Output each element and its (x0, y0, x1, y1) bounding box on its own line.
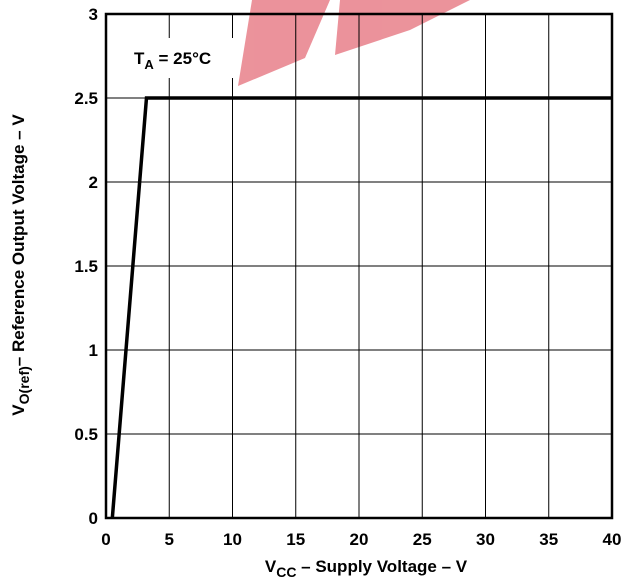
y-tick-label: 2 (89, 173, 98, 192)
plot-frame (104, 12, 614, 520)
series-group (110, 96, 612, 519)
y-tick-label: 0.5 (74, 425, 98, 444)
series-line (110, 96, 612, 519)
y-tick-labels: 0 0.5 1 1.5 2 2.5 3 (74, 5, 98, 528)
y-tick-label: 1.5 (74, 257, 98, 276)
x-tick-labels: 0 5 10 15 20 25 30 35 40 (101, 530, 621, 549)
x-tick-label: 5 (165, 530, 174, 549)
y-tick-label: 3 (89, 5, 98, 24)
y-axis-label: VO(ref)– Reference Output Voltage – V (9, 114, 32, 416)
y-tick-label: 2.5 (74, 89, 98, 108)
watermark-shape-left (238, 0, 330, 86)
y-tick-label: 0 (89, 509, 98, 528)
x-tick-label: 20 (350, 530, 369, 549)
annotation-background (124, 38, 238, 78)
x-tick-label: 15 (286, 530, 305, 549)
watermark-shape-right (335, 0, 470, 55)
x-axis-label: VCC – Supply Voltage – V (265, 557, 468, 580)
x-tick-label: 0 (101, 530, 110, 549)
x-tick-label: 40 (603, 530, 622, 549)
annotation-box: TA = 25°C (124, 38, 238, 78)
grid (105, 13, 613, 519)
x-tick-label: 35 (539, 530, 558, 549)
x-tick-label: 25 (413, 530, 432, 549)
x-tick-label: 30 (476, 530, 495, 549)
annotation-label: TA = 25°C (134, 49, 211, 72)
x-tick-label: 10 (223, 530, 242, 549)
y-tick-label: 1 (89, 341, 98, 360)
